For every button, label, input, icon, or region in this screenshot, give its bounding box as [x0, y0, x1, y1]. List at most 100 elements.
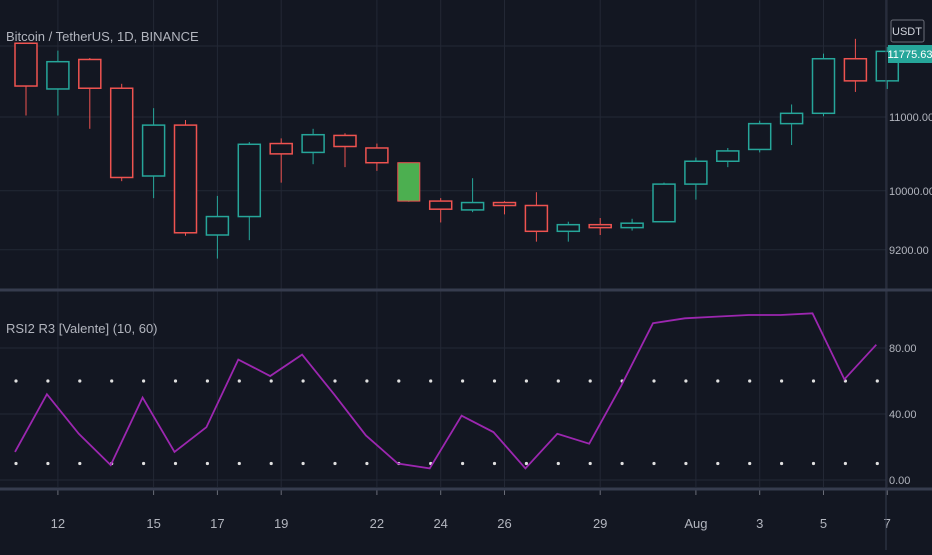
price-axis-label: 11000.00 [889, 112, 932, 124]
candle-body [716, 150, 740, 163]
indicator-title[interactable]: RSI2 R3 [Valente] (10, 60) [6, 321, 158, 336]
oscillator-level-dot [205, 461, 209, 466]
candle-body [556, 223, 581, 233]
oscillator-level-dot [78, 379, 82, 383]
oscillator-level-dot [397, 379, 401, 383]
candle [684, 157, 708, 200]
candle-body [109, 87, 134, 179]
candle-body [779, 112, 804, 125]
candle [747, 120, 772, 153]
candle-body [14, 42, 38, 87]
candle [301, 128, 325, 165]
candle [460, 178, 485, 213]
candle [141, 108, 166, 199]
oscillator-level-dot [429, 379, 433, 383]
candle [365, 143, 389, 171]
oscillator-level-dot [748, 379, 752, 383]
symbol-title[interactable]: Bitcoin / TetherUS, 1D, BINANCE [6, 29, 199, 44]
oscillator-axis-label: 80.00 [889, 343, 917, 355]
oscillator-level-dot [684, 379, 688, 383]
oscillator-level-dot [716, 379, 720, 383]
oscillator-level-dot [780, 379, 784, 383]
candle-body [78, 58, 102, 89]
candle-body [173, 124, 198, 234]
oscillator-level-dot [237, 379, 241, 383]
oscillator-level-dot [142, 461, 146, 466]
oscillator-level-dot [843, 461, 848, 466]
time-axis-label: 5 [820, 516, 827, 531]
candle-body [237, 143, 262, 218]
candle-body [811, 57, 836, 115]
candle [269, 138, 293, 183]
rsi-series [14, 312, 879, 470]
oscillator-level-dot [461, 379, 465, 383]
rsi-line [14, 312, 877, 470]
time-axis-label: 29 [593, 516, 607, 531]
time-axis-label: 26 [497, 516, 511, 531]
candle [811, 53, 836, 117]
last-price-label: 11775.63 [887, 49, 932, 61]
oscillator-level-dot [811, 379, 816, 383]
candle-body [524, 204, 549, 233]
oscillator-level-dot [365, 379, 369, 383]
candle-body [588, 223, 612, 229]
candle [652, 182, 676, 223]
candle-body [652, 183, 676, 223]
oscillator-level-dot [365, 461, 369, 466]
oscillator-level-dot [46, 461, 50, 466]
candle [397, 162, 421, 202]
candle [556, 221, 581, 242]
candle [78, 58, 102, 129]
oscillator-level-dot [269, 379, 273, 383]
oscillator-level-dot [110, 379, 114, 383]
oscillator-axis-label: 0.00 [889, 475, 910, 487]
oscillator-level-dot [301, 461, 305, 466]
oscillator-level-dot [652, 461, 656, 466]
oscillator-level-dot [461, 461, 465, 466]
candle [843, 38, 868, 92]
oscillator-level-dot [588, 461, 592, 466]
candle [173, 119, 198, 236]
time-axis-label: Aug [684, 516, 707, 531]
time-axis-label: 24 [433, 516, 447, 531]
candle [333, 133, 357, 168]
candle [524, 192, 549, 242]
oscillator-level-dot [173, 461, 178, 466]
time-axis-label: 22 [370, 516, 384, 531]
candle [620, 218, 644, 231]
candle-body [46, 60, 70, 90]
oscillator-level-dot [811, 461, 816, 466]
oscillator-level-dot [237, 461, 241, 466]
oscillator-level-dot [492, 461, 497, 466]
candle-body [269, 142, 293, 155]
oscillator-level-dot [205, 379, 209, 383]
candle [428, 198, 453, 223]
oscillator-level-dot [556, 461, 560, 466]
currency-badge[interactable] [890, 19, 925, 43]
candle-body [365, 147, 389, 164]
oscillator-level-dot [780, 461, 784, 466]
oscillator-level-dot [588, 379, 592, 383]
axes: 11000.00 10000.00 9200.00 80.00 40.00 0.00 12 1… [51, 112, 932, 531]
time-axis-label: 3 [756, 516, 763, 531]
candle [237, 142, 262, 241]
candle [109, 83, 134, 182]
oscillator-level-dot [142, 379, 146, 383]
price-axis-label: 9200.00 [889, 245, 929, 257]
currency-badge-label: USDT [892, 26, 922, 38]
candle-body [492, 201, 517, 207]
candle [492, 201, 517, 215]
candle [205, 195, 230, 259]
candle-body [333, 134, 357, 148]
oscillator-level-dot [14, 461, 18, 466]
candle-body [301, 133, 325, 154]
time-axis-label: 17 [210, 516, 224, 531]
oscillator-level-dot [684, 461, 688, 466]
oscillator-level-dot [524, 379, 529, 383]
candle-body [843, 57, 868, 82]
oscillator-level-dot [333, 379, 337, 383]
oscillator-level-dot [269, 461, 273, 466]
